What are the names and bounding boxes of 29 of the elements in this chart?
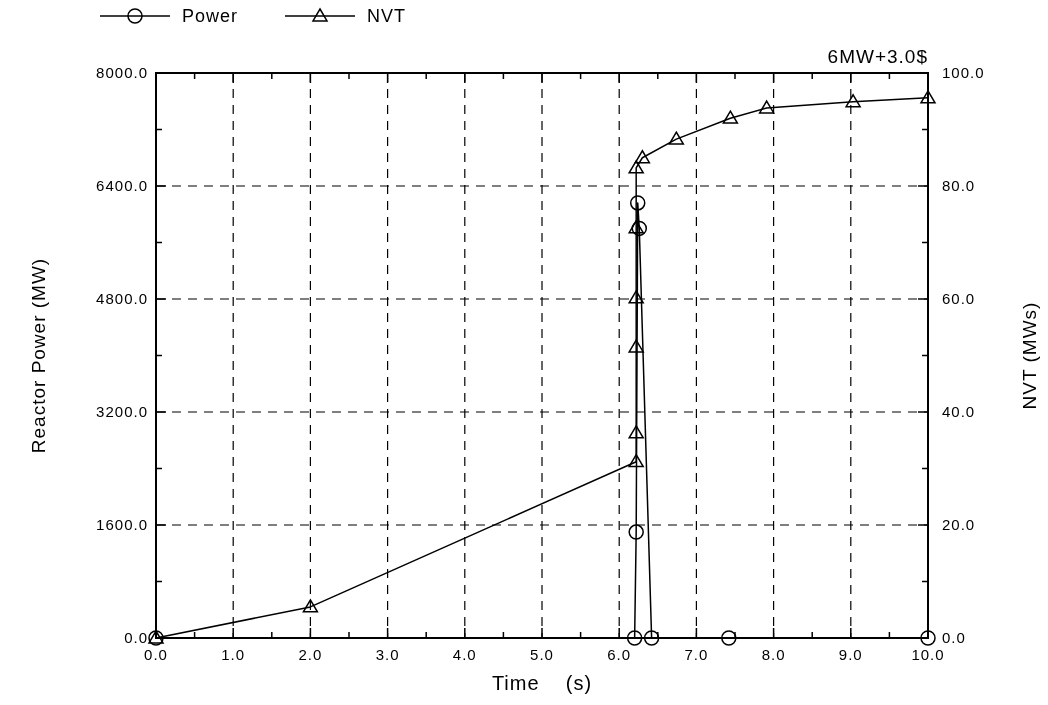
legend-label: NVT <box>367 6 406 26</box>
x-tick-label: 10.0 <box>911 646 945 663</box>
x-tick-label: 8.0 <box>761 646 786 663</box>
text: 6MW+3.0$ <box>827 46 928 67</box>
x-tick-label: 1.0 <box>221 646 246 663</box>
y2-tick-label: 100.0 <box>942 64 985 81</box>
y-tick-label: 3200.0 <box>96 403 148 420</box>
y-tick-label: 1600.0 <box>96 516 148 533</box>
y2-axis-title: NVT (MWs) <box>1019 301 1040 410</box>
y-tick-label: 4800.0 <box>96 290 148 307</box>
x-tick-label: 3.0 <box>375 646 400 663</box>
y2-tick-label: 0.0 <box>942 629 966 646</box>
x-tick-label: 5.0 <box>530 646 554 663</box>
y-tick-label: 6400.0 <box>96 177 148 194</box>
y2-tick-label: 80.0 <box>942 177 976 194</box>
x-tick-label: 6.0 <box>607 646 632 663</box>
y2-tick-label: 60.0 <box>942 290 976 307</box>
x-tick-label: 2.0 <box>298 646 323 663</box>
y-tick-label: 0.0 <box>124 629 148 646</box>
y-axis-title: Reactor Power (MW) <box>28 257 49 454</box>
y2-tick-label: 20.0 <box>942 516 976 533</box>
x-tick-label: 9.0 <box>838 646 863 663</box>
x-tick-label: 7.0 <box>684 646 709 663</box>
x-tick-label: 4.0 <box>452 646 477 663</box>
y2-tick-label: 40.0 <box>942 403 976 420</box>
y-tick-label: 8000.0 <box>96 64 148 81</box>
x-axis-title: Time (s) <box>491 672 593 694</box>
x-tick-label: 0.0 <box>144 646 168 663</box>
legend-label: Power <box>182 6 239 26</box>
